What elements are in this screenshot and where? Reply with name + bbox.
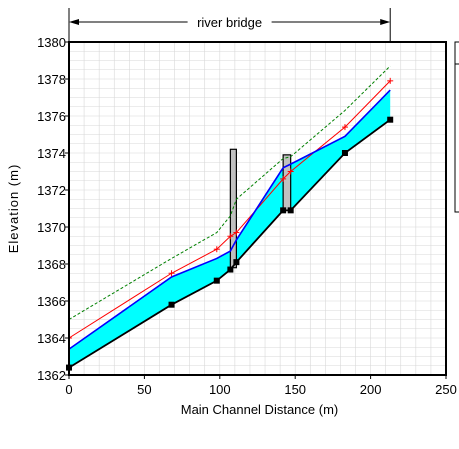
critical-depth-point-marker (168, 270, 175, 277)
y-tick-label: 1372 (37, 183, 66, 198)
legend (454, 41, 459, 213)
x-tick-label: 200 (360, 382, 382, 397)
river-bridge-annotation: river bridge (68, 8, 391, 42)
x-tick-label: 250 (435, 382, 457, 397)
y-axis-ticks: 1362 1364 1366 1368 1370 1372 1374 1376 1378 1380 (37, 35, 69, 383)
series-line-water-surface (68, 89, 391, 350)
x-axis-ticks: 0 50 100 150 200 250 (65, 375, 457, 397)
y-tick-label: 1370 (37, 220, 66, 235)
x-tick-label: 0 (65, 382, 72, 397)
ground-point-marker (233, 259, 240, 266)
critical-depth-point-marker (287, 168, 294, 175)
y-tick-label: 1374 (37, 146, 66, 161)
ground-point-marker (387, 116, 394, 123)
ground-point-marker (287, 207, 294, 214)
water-fill-layer (69, 90, 391, 368)
x-axis-title: Main Channel Distance (m) (181, 402, 339, 417)
y-tick-label: 1376 (37, 109, 66, 124)
y-tick-label: 1366 (37, 294, 66, 309)
ground-point-marker (341, 150, 348, 156)
x-tick-label: 150 (284, 382, 306, 397)
critical-depth-point-marker (387, 77, 394, 84)
ground-point-marker (280, 207, 287, 214)
critical-depth-point-marker (227, 233, 234, 240)
ground-point-marker (227, 266, 234, 273)
annotation-label: river bridge (197, 15, 262, 30)
critical-depth-point-marker (341, 124, 348, 131)
critical-depth-point-marker (213, 246, 220, 253)
ground-point-marker (168, 301, 175, 308)
y-tick-label: 1362 (37, 368, 66, 383)
annotation-arrowhead-left (69, 19, 79, 25)
annotation-arrowhead-right (380, 19, 391, 25)
marker-layer (66, 77, 394, 371)
x-tick-label: 50 (137, 382, 151, 397)
x-tick-label: 100 (209, 382, 231, 397)
series-line-energy-grade (68, 65, 391, 320)
y-tick-label: 1368 (37, 257, 66, 272)
y-tick-label: 1364 (37, 331, 66, 346)
plot-frame (68, 41, 447, 376)
ground-point-marker (213, 277, 220, 284)
y-tick-label: 1378 (37, 72, 66, 87)
critical-depth-point-marker (280, 175, 287, 182)
y-axis-title: Elevation (m) (6, 164, 21, 254)
series-line-critical-depth (68, 80, 391, 339)
bridge-pier (282, 154, 292, 211)
y-tick-label: 1380 (37, 35, 66, 50)
water-fill-area (69, 90, 391, 368)
critical-depth-point-marker (233, 229, 240, 236)
legend-box (454, 41, 459, 213)
